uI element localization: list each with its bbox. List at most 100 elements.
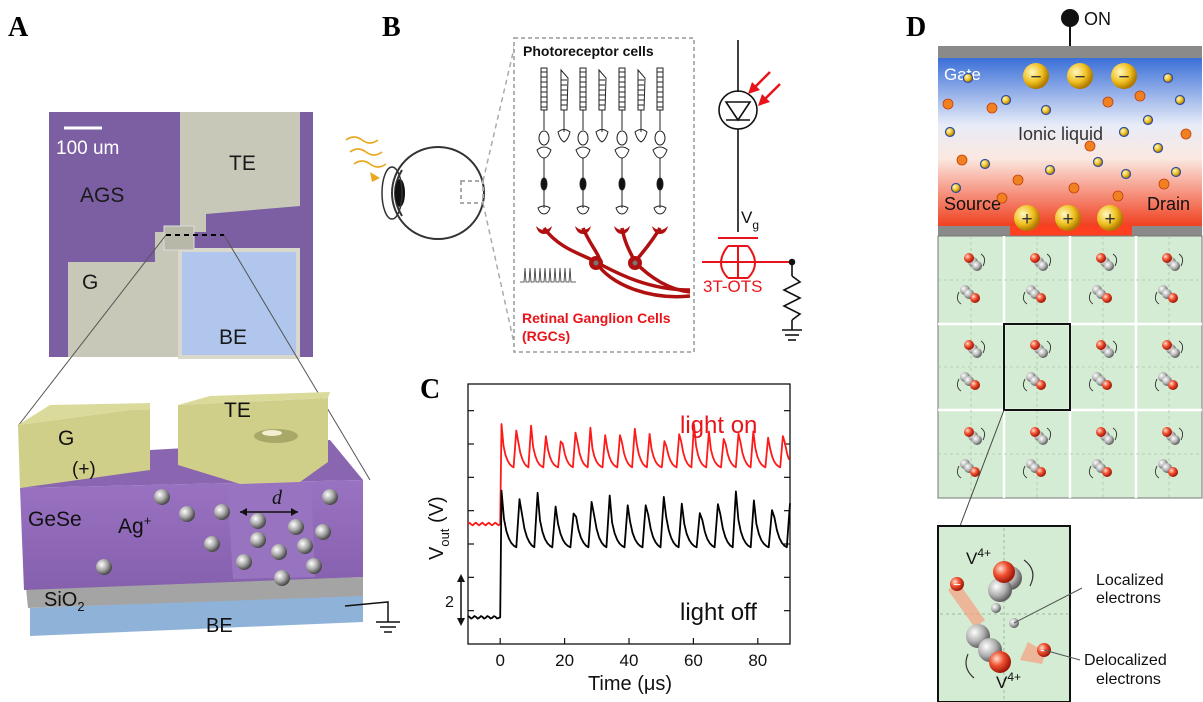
zoom-b-top xyxy=(482,39,517,182)
anion xyxy=(1040,104,1052,116)
label-g: G xyxy=(82,271,98,294)
cation xyxy=(1134,90,1146,102)
panel-c-label: C xyxy=(420,374,440,405)
x-tick-label: 0 xyxy=(495,651,504,670)
anion xyxy=(1162,72,1174,84)
photodiode-icon xyxy=(718,40,758,232)
light-arrows-icon xyxy=(748,71,781,106)
y-axis-label: Vout (V) xyxy=(426,496,452,560)
light-waves-icon xyxy=(345,136,387,182)
device-3d: G TE (+) GeSe Ag+ d SiO2 BE xyxy=(18,392,400,637)
highlight-cell xyxy=(1003,323,1071,411)
cone-cell xyxy=(595,68,609,143)
localized-pointer xyxy=(1013,587,1083,624)
g-pad xyxy=(68,232,182,357)
d-arrow-head-left xyxy=(240,508,247,516)
drain-electrode xyxy=(1132,226,1202,236)
label-ags: AGS xyxy=(80,184,124,207)
v-atom-pair xyxy=(1022,253,1052,305)
device-label-d: d xyxy=(272,487,283,509)
x-tick-label: 80 xyxy=(748,651,767,670)
anion xyxy=(962,72,974,84)
v4-label-bottom: V4+ xyxy=(996,670,1021,692)
x-axis: 0 20 40 60 80 xyxy=(495,638,767,670)
v-atom-pair xyxy=(1154,340,1184,392)
cation xyxy=(1068,182,1080,194)
on-label: ON xyxy=(1084,9,1111,29)
ground-icon xyxy=(344,601,400,633)
trench xyxy=(227,482,315,579)
photoreceptor-cell xyxy=(575,67,591,215)
source-electrode xyxy=(938,226,1010,236)
spike-train-icon xyxy=(520,267,576,283)
series-label-light-off: light off xyxy=(680,599,757,626)
be-layer xyxy=(30,595,363,636)
rgc-label-2: (RGCs) xyxy=(522,328,570,344)
anion xyxy=(1044,164,1056,176)
y-axis xyxy=(468,410,790,612)
te-dimple-highlight xyxy=(262,430,282,436)
panel-a-label: A xyxy=(8,12,29,43)
cation xyxy=(1158,178,1170,190)
zoom-atoms: − − xyxy=(948,559,1051,679)
cation xyxy=(1180,128,1192,140)
ag-ions xyxy=(96,489,338,586)
v-atom-pair xyxy=(1088,427,1118,479)
cation xyxy=(1084,140,1096,152)
v-atom-pair xyxy=(1088,253,1118,305)
device-label-ag: Ag+ xyxy=(118,513,151,538)
resistor-icon xyxy=(782,258,802,341)
anion xyxy=(1000,94,1012,106)
svg-text:+: + xyxy=(1062,209,1073,230)
small-ions xyxy=(942,72,1192,204)
delocalized-label-1: Delocalized xyxy=(1084,652,1167,669)
photoreceptor-title: Photoreceptor cells xyxy=(523,43,654,59)
cations: + + + xyxy=(1014,205,1123,231)
v-atom-pair xyxy=(1154,427,1184,479)
anion xyxy=(1142,114,1154,126)
device-label-g: G xyxy=(58,427,74,450)
svg-text:−: − xyxy=(1074,67,1085,88)
v-atom-pair xyxy=(956,340,986,392)
scale-bar-label: 100 um xyxy=(56,138,119,159)
v-atom-pair xyxy=(956,253,986,305)
cation xyxy=(1012,174,1024,186)
drain-label: Drain xyxy=(1147,194,1190,214)
device-label-plus: (+) xyxy=(72,459,96,480)
svg-text:−: − xyxy=(1030,67,1041,88)
label-be: BE xyxy=(219,326,247,349)
cation xyxy=(996,192,1008,204)
svg-text:+: + xyxy=(1021,209,1032,230)
series-label-light-on: light on xyxy=(680,412,757,439)
plot-lines xyxy=(467,423,791,620)
eye-icon xyxy=(381,146,485,240)
localized-label-1: Localized xyxy=(1096,572,1164,589)
delocalized-label-2: electrons xyxy=(1096,671,1161,688)
panel-d-label: D xyxy=(906,12,926,43)
panel-b: B Photoreceptor cells xyxy=(345,12,802,353)
v-atom-pair xyxy=(1022,427,1052,479)
be-pad xyxy=(178,248,300,359)
g-block-top xyxy=(18,403,150,425)
ionic-liquid-label: Ionic liquid xyxy=(1018,124,1103,144)
device-label-be: BE xyxy=(206,615,233,637)
localized-label-2: electrons xyxy=(1096,590,1161,607)
v-atom-pair xyxy=(1022,340,1052,392)
cation xyxy=(986,102,998,114)
photoreceptor-cell xyxy=(536,67,552,215)
cation xyxy=(956,154,968,166)
delocalized-pointer xyxy=(1043,649,1081,661)
v-atom-pair xyxy=(956,427,986,479)
device-name-label: 3T-OTS xyxy=(703,277,763,296)
device-label-te: TE xyxy=(224,399,251,422)
zoom-line-right xyxy=(223,234,371,481)
photoreceptor-cell xyxy=(614,67,630,215)
rgc-nucleus xyxy=(632,260,638,266)
anion xyxy=(1118,126,1130,138)
x-tick-label: 40 xyxy=(620,651,639,670)
v-atom-pair xyxy=(1154,253,1184,305)
vg-label: Vg xyxy=(741,208,759,232)
series-line-light-on xyxy=(467,423,790,527)
channel-surface xyxy=(1010,226,1132,236)
x-axis-label: Time (μs) xyxy=(588,673,672,695)
